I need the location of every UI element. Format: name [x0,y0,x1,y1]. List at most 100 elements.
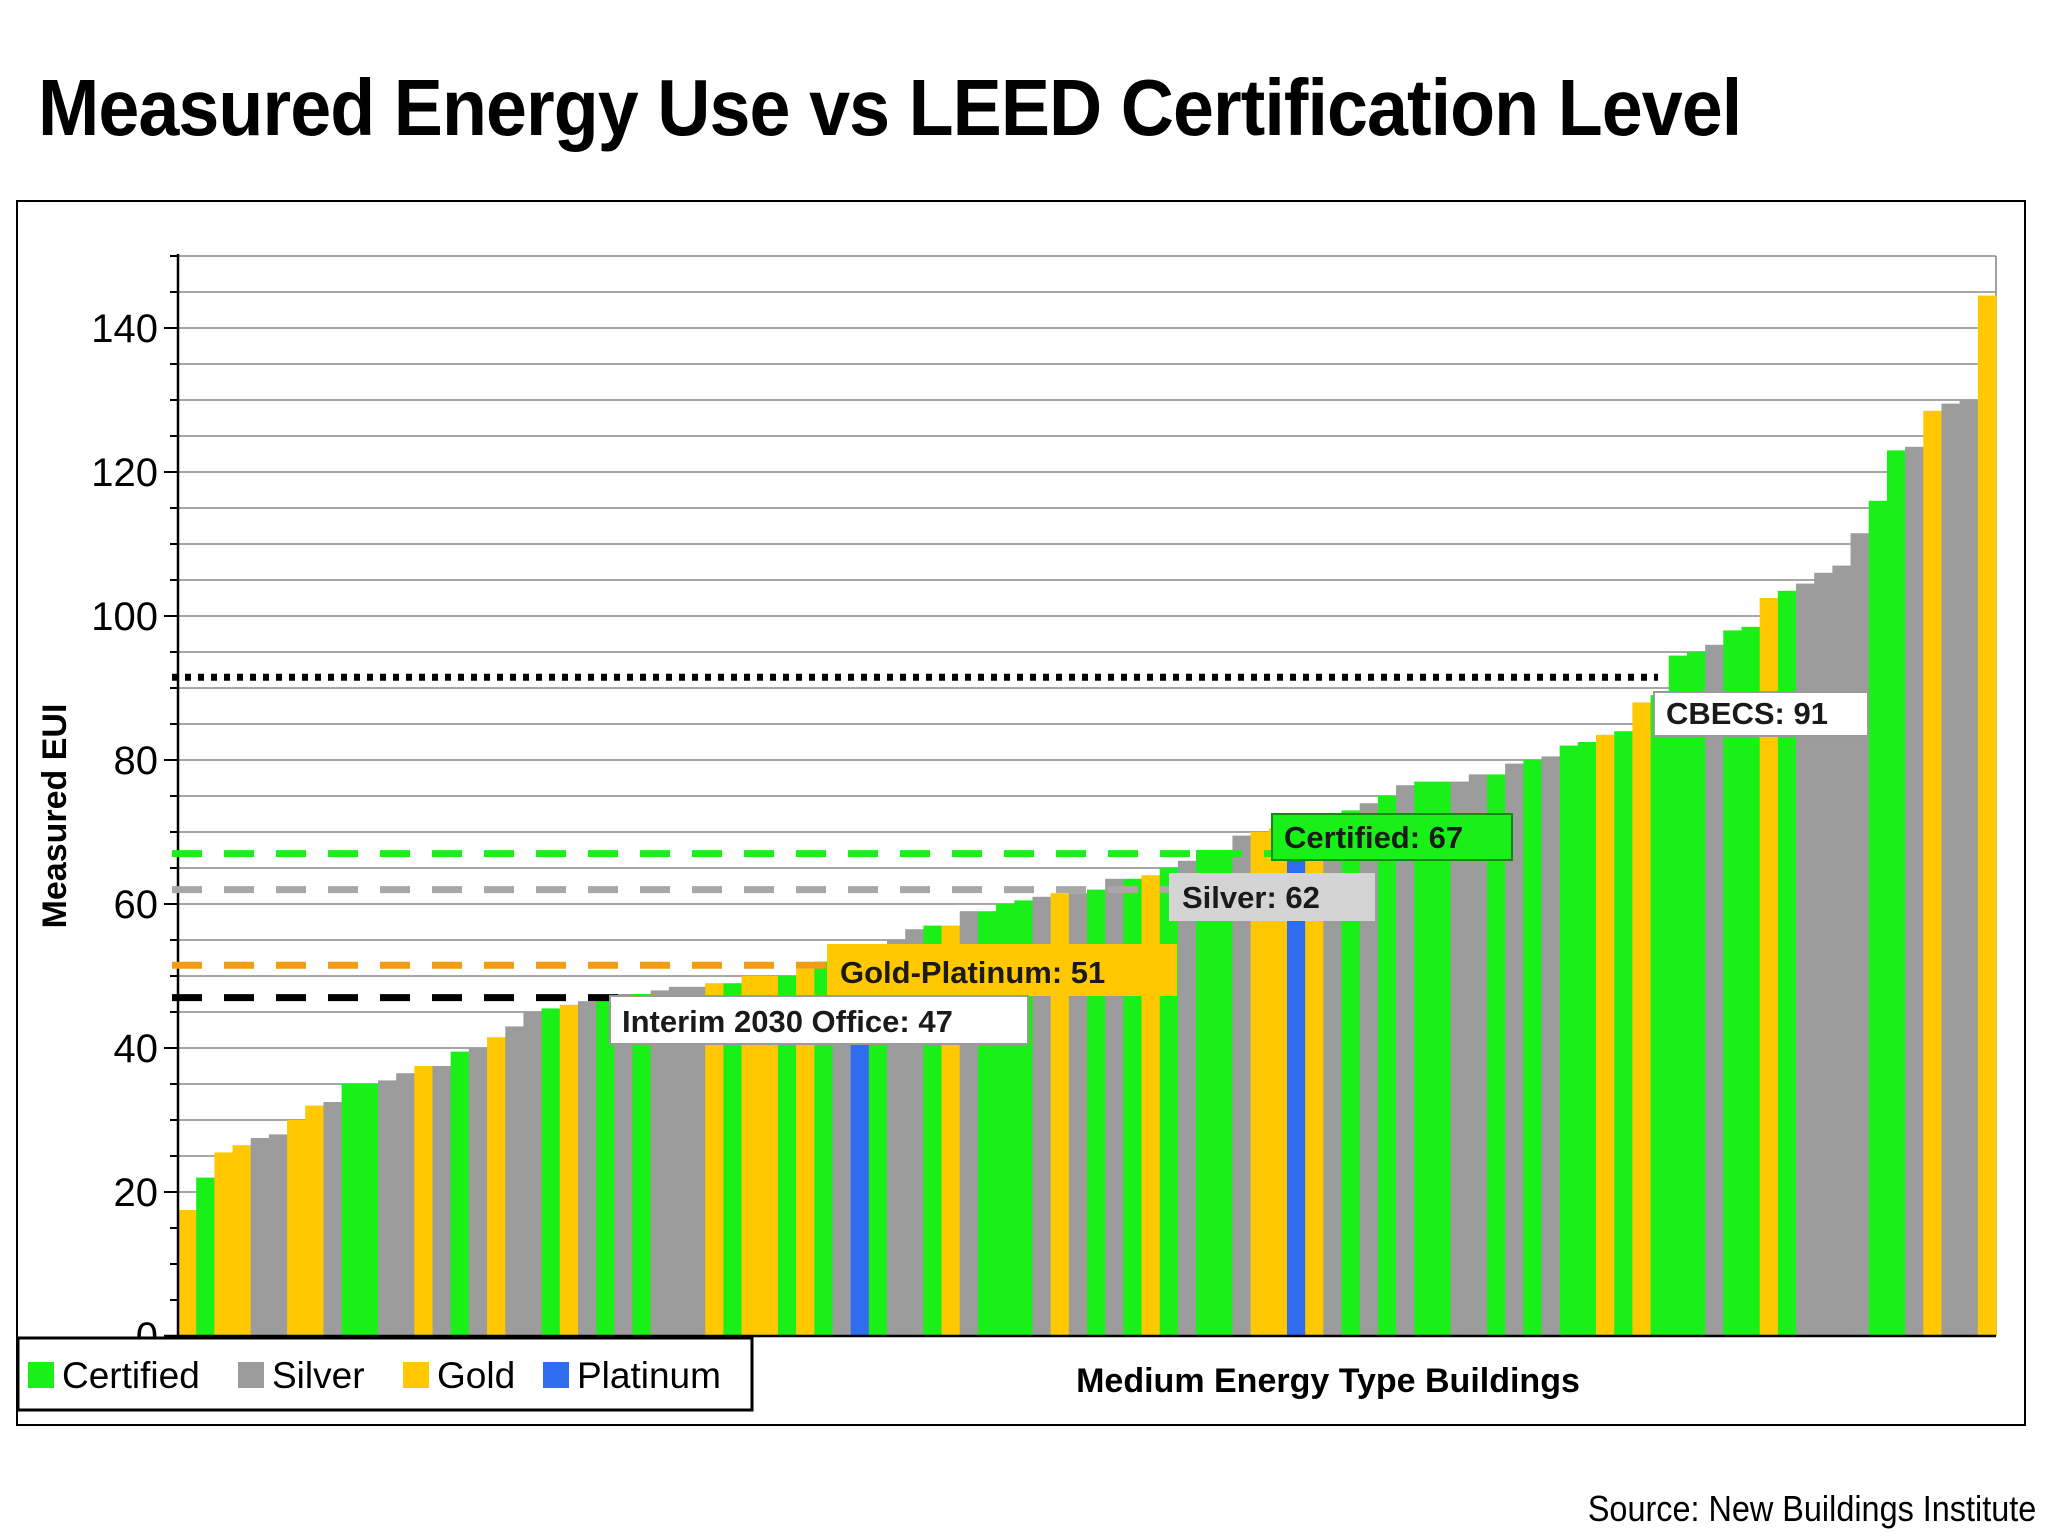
bar-silver [1941,403,1961,1337]
bar-certified [1432,781,1452,1336]
bar-certified [1486,774,1506,1336]
bar-certified [1341,810,1361,1336]
bar-certified [723,983,743,1336]
bar-certified [1377,796,1397,1336]
bar-gold [796,968,815,1336]
bar-silver [1850,533,1870,1336]
bar-gold [1305,821,1324,1336]
bar-gold [414,1066,434,1336]
bar-silver [1396,785,1415,1336]
bar-certified [1723,630,1743,1336]
bars [178,295,1997,1337]
bar-certified [1886,450,1906,1336]
bar-certified [632,994,652,1336]
bar-silver [377,1080,397,1336]
bar-gold [759,976,779,1336]
bar-platinum [1286,824,1306,1336]
bar-silver [323,1102,343,1336]
ref-label: Silver: 62 [1182,880,1320,915]
bar-silver [1814,572,1833,1336]
legend-label: Certified [62,1355,200,1396]
bar-certified [1650,695,1670,1336]
y-axis-label: Measured EUI [36,704,74,929]
bar-gold [1050,893,1070,1336]
bar-certified [1577,742,1597,1336]
bar-certified [1523,760,1543,1336]
y-tick-label: 120 [91,451,158,495]
bar-gold [741,976,761,1336]
ref-label-box [1169,873,1375,921]
bar-gold [1632,702,1652,1336]
bar-silver [396,1073,415,1336]
y-tick-label: 100 [91,595,158,639]
legend-label: Silver [272,1355,365,1396]
legend-swatch [28,1362,54,1388]
bar-silver [1905,446,1924,1336]
bar-certified [1559,745,1579,1336]
bar-certified [596,997,615,1336]
ref-label-box [827,944,1177,996]
bar-gold [1759,598,1779,1336]
bar-silver [250,1138,270,1336]
legend-label: Gold [437,1355,515,1396]
bar-silver [1959,400,1979,1336]
bar-certified [1741,626,1761,1336]
ref-label: CBECS: 91 [1666,696,1828,731]
y-tick-label: 60 [114,883,159,927]
bar-platinum [850,958,870,1336]
bar-certified [450,1051,470,1336]
bar-silver [1450,781,1470,1336]
bar-gold [1268,828,1288,1336]
bar-gold [214,1152,234,1336]
y-tick-label: 80 [114,739,159,783]
y-tick-label: 140 [91,307,158,351]
bar-gold [1596,734,1615,1336]
bar-certified [541,1008,561,1336]
bar-silver [668,986,688,1336]
bar-certified [1214,850,1234,1336]
bar-gold [1923,410,1943,1336]
bar-silver [523,1012,543,1336]
bar-gold [705,983,724,1336]
source-credit: Source: New Buildings Institute [1587,1488,2036,1529]
y-tick-label: 20 [114,1171,159,1215]
bar-silver [268,1134,288,1336]
ref-label: Interim 2030 Office: 47 [622,1004,953,1039]
bar-gold [487,1037,506,1336]
reference-lines: CBECS: 91 Certified: 67 Silver: 62 Gold-Pla… [172,673,1869,1045]
bar-silver [505,1026,525,1336]
ref-label-box [1653,691,1869,737]
bar-silver [1832,565,1852,1336]
bar-gold [305,1105,325,1336]
bar-silver [1323,814,1343,1336]
bar-certified [1777,590,1797,1336]
bar-certified [196,1177,215,1336]
y-tick-label: 40 [114,1027,159,1071]
x-axis-label: Medium Energy Type Buildings [1076,1362,1580,1400]
bar-silver [468,1048,488,1336]
bar-silver [1541,756,1561,1336]
bar-certified [1159,868,1179,1336]
bar-silver [1232,835,1252,1336]
bar-silver [1705,644,1724,1336]
bar-certified [1686,652,1706,1336]
bar-certified [1668,655,1688,1336]
legend: Certified Silver Gold Platinum [18,1336,754,1412]
legend-swatch [403,1362,429,1388]
legend-swatch [238,1362,264,1388]
bar-certified [359,1084,379,1336]
bar-certified [777,976,797,1336]
bar-silver [577,1001,597,1336]
ref-label: Gold-Platinum: 51 [840,955,1105,990]
page-title: Measured Energy Use vs LEED Certificatio… [38,63,1742,152]
bar-certified [1614,731,1633,1336]
bar-silver [687,986,706,1336]
bar-silver [1505,763,1524,1336]
bar-certified [1868,500,1888,1336]
bar-gold [1977,295,1997,1337]
ref-label-box [1271,813,1513,861]
bar-gold [1250,832,1270,1336]
bar-silver [1359,803,1379,1336]
bar-silver [1068,893,1088,1336]
